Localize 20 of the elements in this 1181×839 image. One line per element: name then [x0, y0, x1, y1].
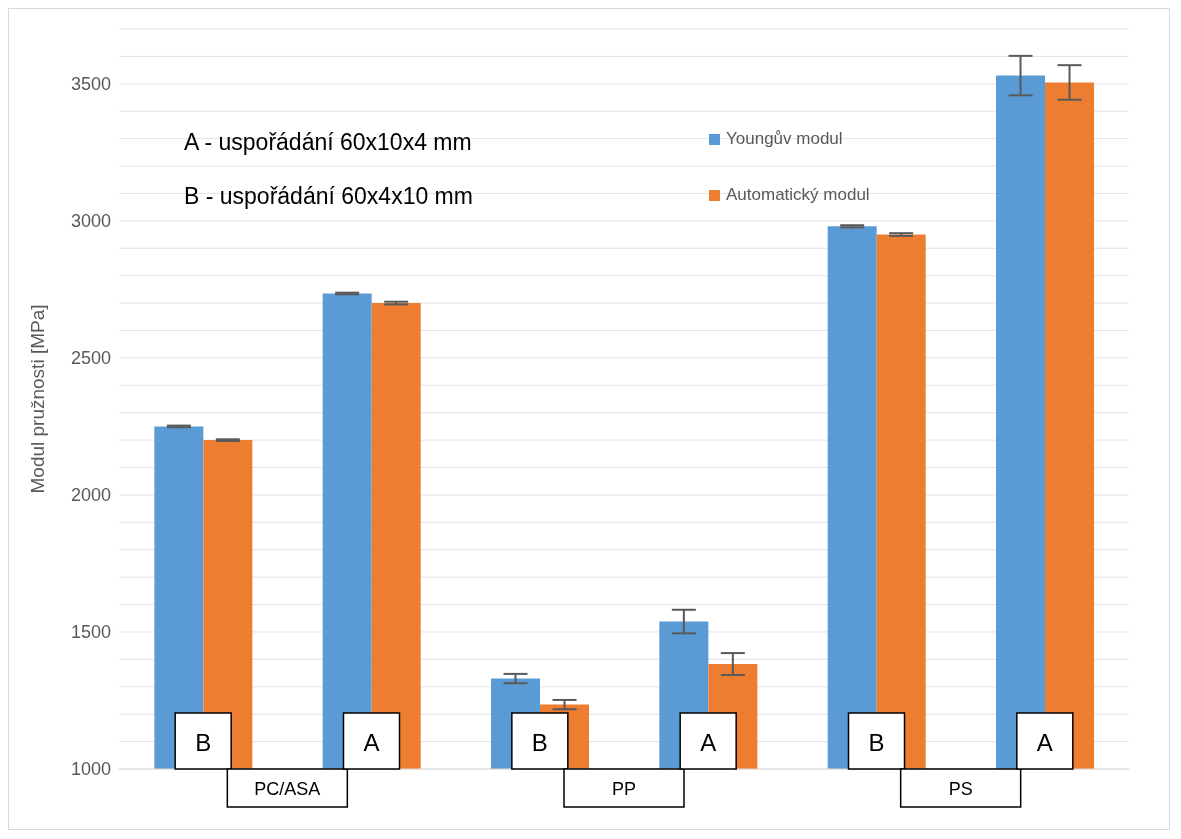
y-tick-label: 3500 [70, 74, 111, 95]
y-tick-label: 2500 [70, 348, 111, 369]
text: PS [948, 779, 973, 799]
y-axis-title: Modul pružnosti [MPa] [26, 304, 48, 494]
x-tick-label: A [700, 729, 717, 756]
y-tick-label: 3000 [70, 211, 111, 232]
annotation: A - uspořádání 60x10x4 mm [184, 129, 472, 156]
legend-label: Youngův modul [726, 129, 843, 149]
annotation: B - uspořádání 60x4x10 mm [184, 183, 473, 210]
x-tick-label: B [531, 729, 548, 756]
x-tick-label: B [195, 729, 212, 756]
text: PP [611, 779, 637, 799]
y-tick-label: 1000 [70, 759, 111, 780]
y-tick-label: 2000 [70, 485, 111, 506]
x-tick-label: A [363, 729, 380, 756]
legend-label: Automatický modul [726, 185, 870, 205]
x-tick-label: B [868, 729, 885, 756]
y-tick-label: 1500 [70, 622, 111, 643]
x-tick-label: A [1036, 729, 1053, 756]
text: PC/ASA [254, 779, 321, 799]
